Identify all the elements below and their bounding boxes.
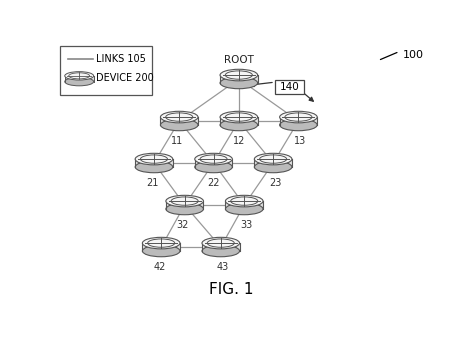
Ellipse shape	[65, 77, 94, 86]
Bar	[160, 117, 198, 125]
Text: 22: 22	[207, 178, 220, 188]
Ellipse shape	[220, 77, 258, 89]
Ellipse shape	[160, 119, 198, 131]
Bar	[195, 159, 233, 167]
Text: 140: 140	[280, 82, 299, 92]
Ellipse shape	[280, 119, 317, 131]
Text: 13: 13	[294, 136, 306, 146]
Ellipse shape	[220, 69, 258, 81]
Ellipse shape	[202, 237, 240, 249]
Ellipse shape	[226, 203, 263, 215]
Ellipse shape	[195, 161, 233, 173]
FancyBboxPatch shape	[60, 46, 152, 95]
Text: 21: 21	[146, 178, 158, 188]
Ellipse shape	[166, 203, 204, 215]
Bar	[226, 201, 263, 209]
Text: ROOT: ROOT	[224, 55, 254, 64]
Ellipse shape	[143, 245, 180, 257]
Text: 32: 32	[177, 220, 189, 230]
Ellipse shape	[226, 195, 263, 207]
Ellipse shape	[202, 245, 240, 257]
Bar	[280, 117, 317, 125]
Ellipse shape	[166, 195, 204, 207]
Ellipse shape	[195, 153, 233, 165]
FancyBboxPatch shape	[274, 79, 304, 94]
Text: LINKS 105: LINKS 105	[96, 54, 146, 64]
Text: FIG. 1: FIG. 1	[209, 282, 254, 297]
Ellipse shape	[135, 161, 173, 173]
Bar	[65, 76, 94, 81]
Ellipse shape	[65, 72, 94, 80]
Text: 23: 23	[269, 178, 281, 188]
Text: 42: 42	[153, 262, 165, 272]
Ellipse shape	[254, 153, 292, 165]
Ellipse shape	[220, 119, 258, 131]
Bar	[220, 117, 258, 125]
Ellipse shape	[254, 161, 292, 173]
Ellipse shape	[135, 153, 173, 165]
Ellipse shape	[280, 111, 317, 123]
Text: DEVICE 200: DEVICE 200	[96, 73, 154, 83]
Text: 43: 43	[216, 262, 229, 272]
Bar	[166, 201, 204, 209]
Ellipse shape	[143, 237, 180, 249]
Ellipse shape	[220, 111, 258, 123]
Text: 12: 12	[233, 136, 245, 146]
Bar	[135, 159, 173, 167]
Bar	[202, 243, 240, 251]
Bar	[143, 243, 180, 251]
Text: 11: 11	[171, 136, 184, 146]
Text: 33: 33	[240, 220, 252, 230]
Bar	[254, 159, 292, 167]
Text: 100: 100	[403, 50, 424, 60]
Ellipse shape	[160, 111, 198, 123]
Bar	[220, 75, 258, 83]
